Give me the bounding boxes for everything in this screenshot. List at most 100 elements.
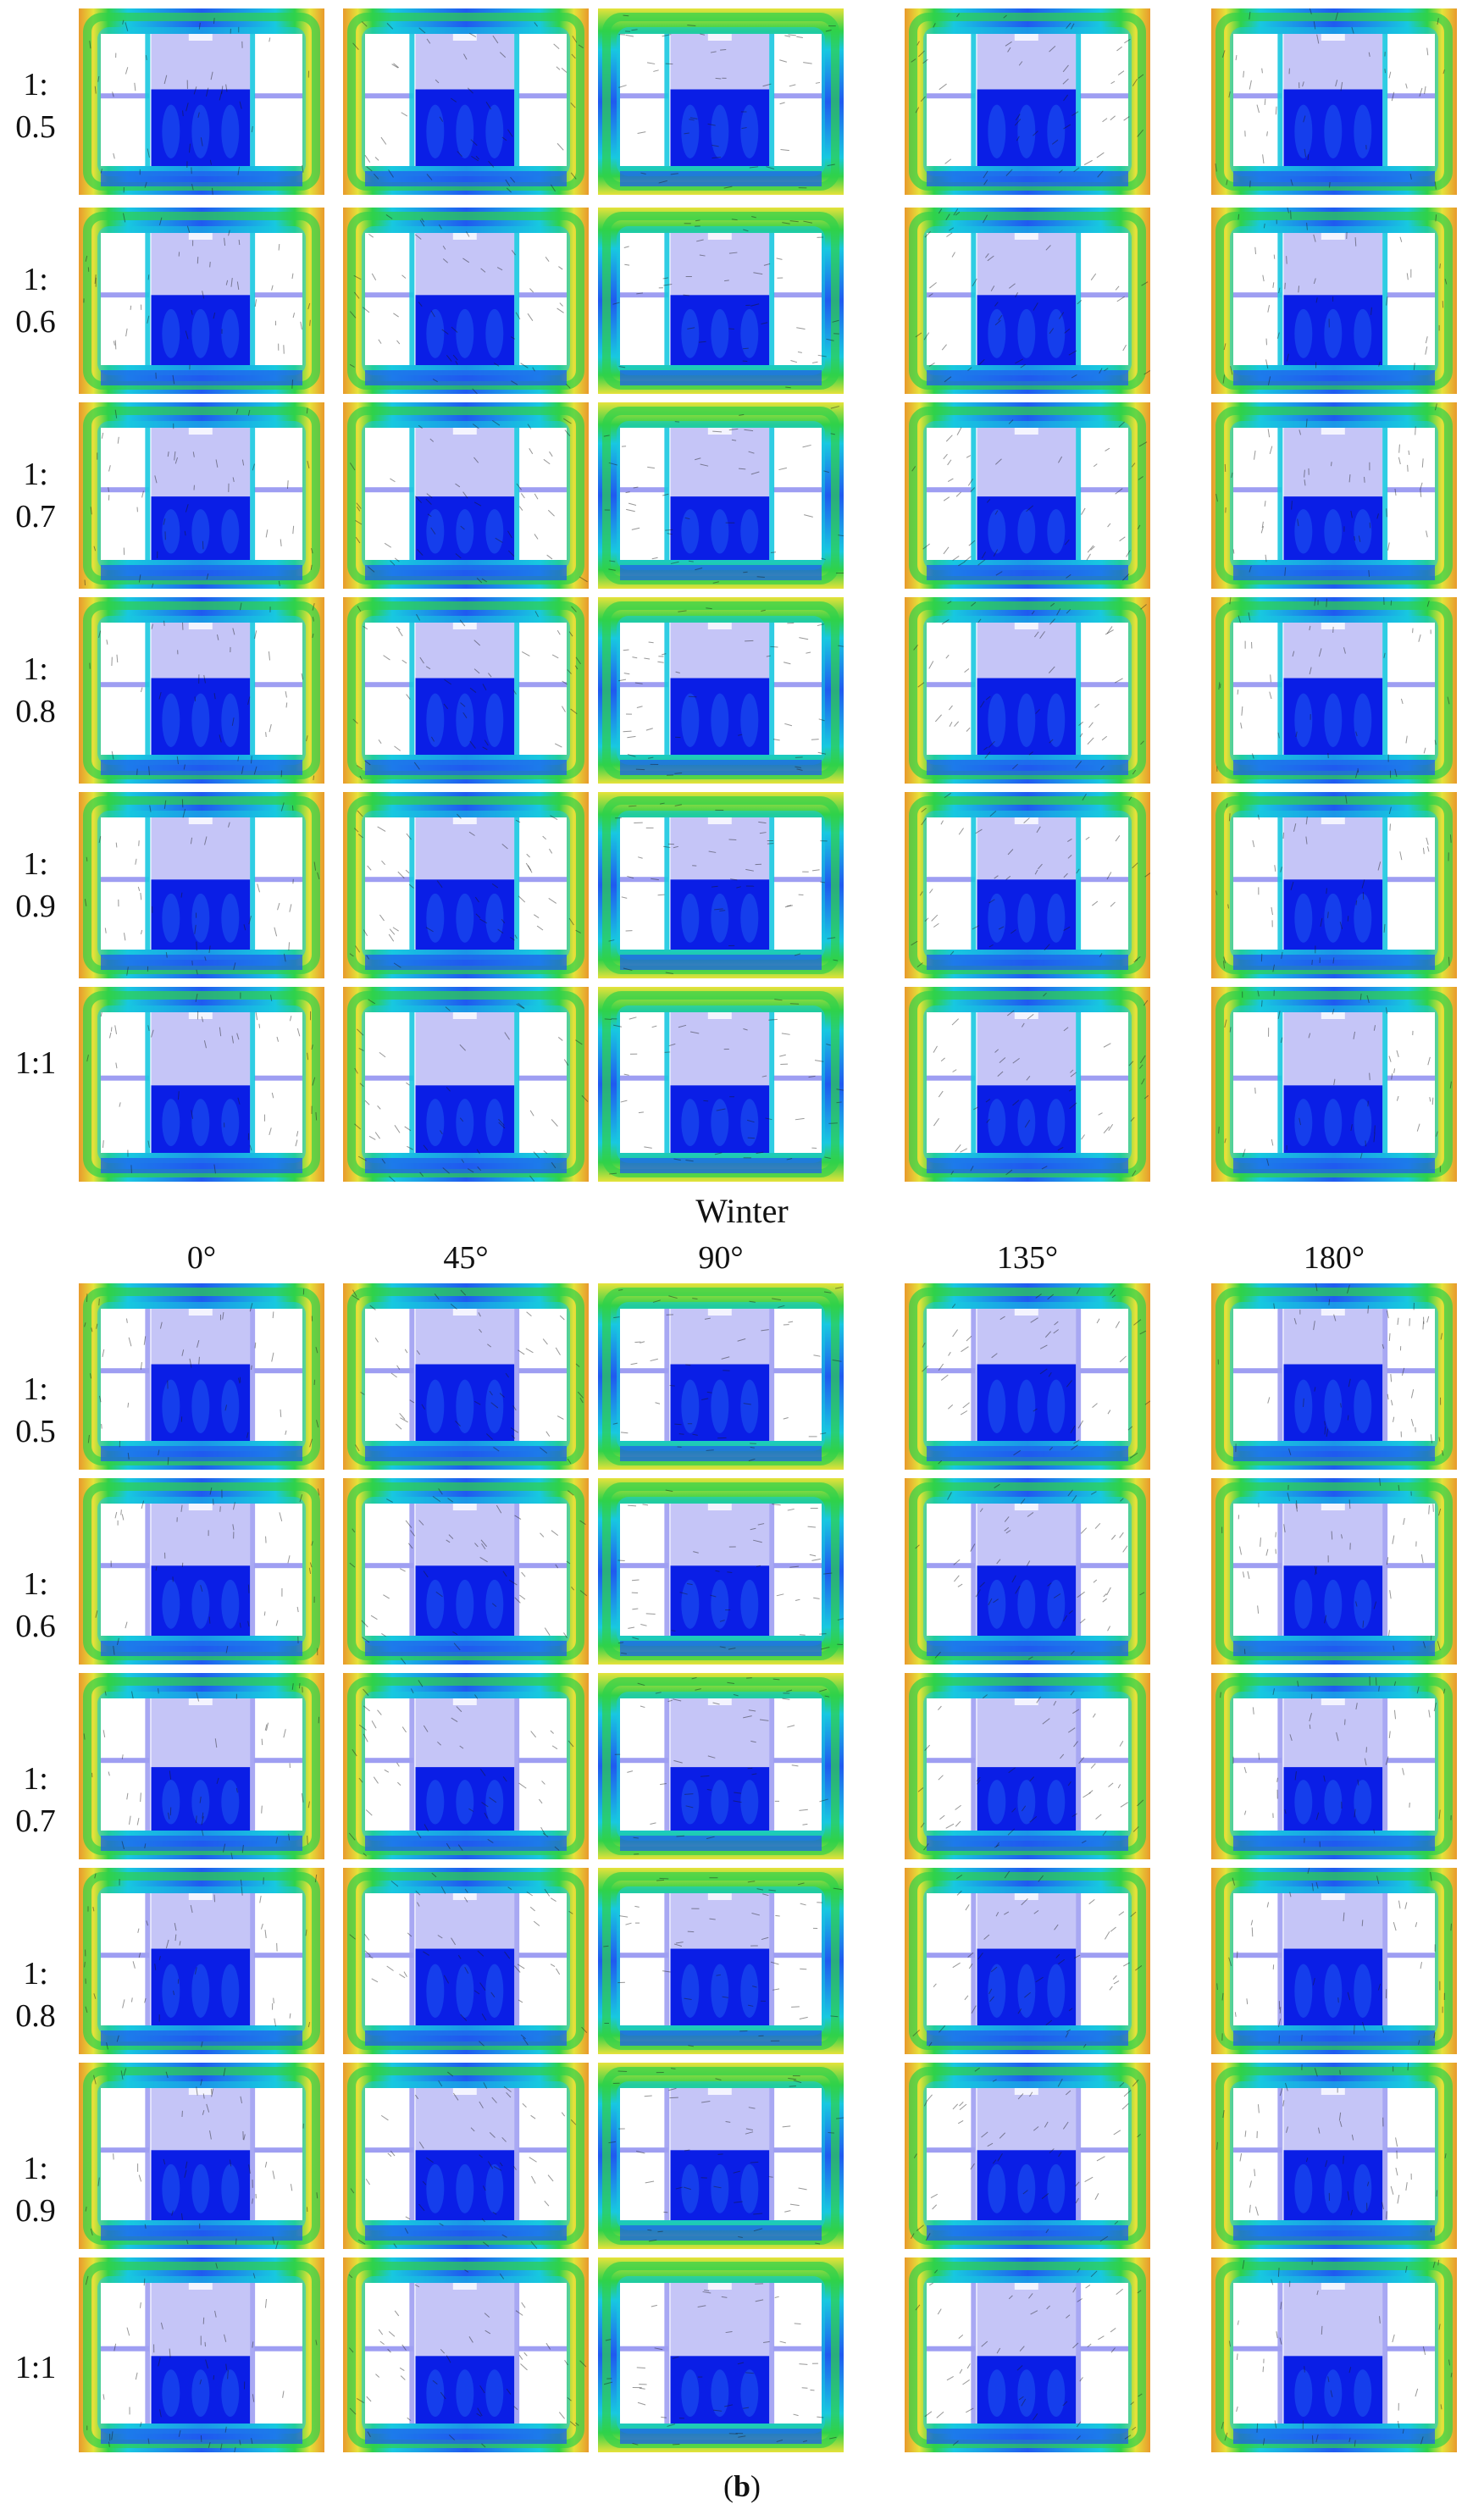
row-label-bottom-0-line1: 1: xyxy=(23,1371,48,1407)
row-label-top-2-line2: 0.7 xyxy=(15,499,56,535)
row-label-top-3-line2: 0.8 xyxy=(15,694,56,729)
row-label-bottom-0: 1: 0.5 xyxy=(8,1368,63,1453)
section-title-winter: Winter xyxy=(695,1192,789,1230)
row-label-bottom-2-line2: 0.7 xyxy=(15,1803,56,1839)
sim-panel-top-r2-c2 xyxy=(598,402,844,589)
sim-panel-top-r2-c4 xyxy=(1211,402,1457,589)
angle-header-180: 180° xyxy=(1303,1240,1365,1276)
sim-panel-top-r4-c3 xyxy=(905,792,1150,978)
sim-panel-winter-r0-c0 xyxy=(79,1283,324,1470)
row-label-top-4-line1: 1: xyxy=(23,846,48,882)
row-label-bottom-1-line1: 1: xyxy=(23,1566,48,1602)
sim-panel-winter-r3-c4 xyxy=(1211,1868,1457,2054)
sim-panel-winter-r2-c1 xyxy=(343,1673,589,1859)
sim-panel-top-r2-c3 xyxy=(905,402,1150,589)
sim-panel-winter-r2-c3 xyxy=(905,1673,1150,1859)
sim-panel-top-r5-c2 xyxy=(598,987,844,1182)
row-label-bottom-4-line2: 0.9 xyxy=(15,2193,56,2229)
sim-panel-winter-r3-c1 xyxy=(343,1868,589,2054)
sim-panel-winter-r3-c0 xyxy=(79,1868,324,2054)
sim-panel-top-r0-c3 xyxy=(905,8,1150,195)
angle-header-90: 90° xyxy=(698,1240,744,1276)
sim-panel-winter-r0-c4 xyxy=(1211,1283,1457,1470)
sim-panel-top-r2-c0 xyxy=(79,402,324,589)
sim-panel-top-r5-c4 xyxy=(1211,987,1457,1182)
sim-panel-winter-r2-c0 xyxy=(79,1673,324,1859)
angle-header-45: 45° xyxy=(443,1240,489,1276)
row-label-top-3-line1: 1: xyxy=(23,651,48,687)
row-label-top-1: 1: 0.6 xyxy=(8,258,63,343)
row-label-top-0-line2: 0.5 xyxy=(15,109,56,145)
row-label-bottom-2-line1: 1: xyxy=(23,1761,48,1797)
row-label-bottom-3: 1: 0.8 xyxy=(8,1953,63,2037)
row-label-top-3: 1: 0.8 xyxy=(8,648,63,733)
sim-panel-winter-r5-c1 xyxy=(343,2257,589,2452)
sim-panel-top-r1-c3 xyxy=(905,208,1150,394)
row-label-bottom-1: 1: 0.6 xyxy=(8,1563,63,1648)
sim-panel-winter-r2-c4 xyxy=(1211,1673,1457,1859)
sim-panel-winter-r1-c4 xyxy=(1211,1478,1457,1665)
sim-panel-top-r3-c0 xyxy=(79,597,324,784)
sim-panel-winter-r4-c3 xyxy=(905,2063,1150,2249)
row-label-top-5-line1: 1:1 xyxy=(14,1045,57,1081)
caption-open: ( xyxy=(723,2469,734,2503)
row-label-top-0: 1: 0.5 xyxy=(8,64,63,148)
caption-close: ) xyxy=(750,2469,761,2503)
row-label-bottom-0-line2: 0.5 xyxy=(15,1414,56,1449)
sim-panel-winter-r1-c2 xyxy=(598,1478,844,1665)
sim-panel-winter-r5-c0 xyxy=(79,2257,324,2452)
sim-panel-top-r1-c4 xyxy=(1211,208,1457,394)
sim-panel-top-r0-c0 xyxy=(79,8,324,195)
sim-panel-winter-r1-c1 xyxy=(343,1478,589,1665)
sim-panel-top-r3-c2 xyxy=(598,597,844,784)
sim-panel-winter-r0-c1 xyxy=(343,1283,589,1470)
sim-panel-winter-r2-c2 xyxy=(598,1673,844,1859)
sim-panel-top-r0-c1 xyxy=(343,8,589,195)
sim-panel-winter-r5-c2 xyxy=(598,2257,844,2452)
sim-panel-top-r0-c2 xyxy=(598,8,844,195)
sim-panel-top-r4-c2 xyxy=(598,792,844,978)
row-label-bottom-4: 1: 0.9 xyxy=(8,2147,63,2232)
row-label-top-1-line1: 1: xyxy=(23,262,48,297)
row-label-bottom-3-line2: 0.8 xyxy=(15,1998,56,2034)
row-label-bottom-2: 1: 0.7 xyxy=(8,1758,63,1842)
sim-panel-winter-r1-c3 xyxy=(905,1478,1150,1665)
sim-panel-winter-r3-c2 xyxy=(598,1868,844,2054)
sim-panel-top-r4-c1 xyxy=(343,792,589,978)
sim-panel-top-r4-c0 xyxy=(79,792,324,978)
angle-header-135: 135° xyxy=(996,1240,1059,1276)
sim-panel-top-r5-c3 xyxy=(905,987,1150,1182)
row-label-top-4: 1: 0.9 xyxy=(8,843,63,928)
sim-panel-winter-r0-c3 xyxy=(905,1283,1150,1470)
row-label-bottom-1-line2: 0.6 xyxy=(15,1609,56,1644)
sim-panel-top-r1-c1 xyxy=(343,208,589,394)
row-label-top-2-line1: 1: xyxy=(23,457,48,492)
sim-panel-top-r5-c0 xyxy=(79,987,324,1182)
figure-caption: (b) xyxy=(0,2465,1484,2507)
sim-panel-top-r1-c2 xyxy=(598,208,844,394)
sim-panel-winter-r4-c4 xyxy=(1211,2063,1457,2249)
sim-panel-top-r2-c1 xyxy=(343,402,589,589)
row-label-bottom-3-line1: 1: xyxy=(23,1956,48,1992)
sim-panel-top-r1-c0 xyxy=(79,208,324,394)
sim-panel-winter-r3-c3 xyxy=(905,1868,1150,2054)
sim-panel-top-r0-c4 xyxy=(1211,8,1457,195)
row-label-bottom-4-line1: 1: xyxy=(23,2151,48,2186)
sim-panel-top-r4-c4 xyxy=(1211,792,1457,978)
sim-panel-winter-r5-c4 xyxy=(1211,2257,1457,2452)
sim-panel-winter-r4-c2 xyxy=(598,2063,844,2249)
sim-panel-winter-r1-c0 xyxy=(79,1478,324,1665)
sim-panel-winter-r5-c3 xyxy=(905,2257,1150,2452)
sim-panel-top-r5-c1 xyxy=(343,987,589,1182)
sim-panel-winter-r0-c2 xyxy=(598,1283,844,1470)
row-label-top-2: 1: 0.7 xyxy=(8,453,63,538)
sim-panel-winter-r4-c1 xyxy=(343,2063,589,2249)
caption-label: b xyxy=(733,2469,751,2503)
row-label-bottom-5: 1:1 xyxy=(8,2346,63,2389)
row-label-top-0-line1: 1: xyxy=(23,67,48,102)
row-label-top-1-line2: 0.6 xyxy=(15,304,56,340)
sim-panel-top-r3-c4 xyxy=(1211,597,1457,784)
row-label-top-4-line2: 0.9 xyxy=(15,889,56,924)
angle-header-0: 0° xyxy=(186,1240,217,1276)
sim-panel-top-r3-c1 xyxy=(343,597,589,784)
